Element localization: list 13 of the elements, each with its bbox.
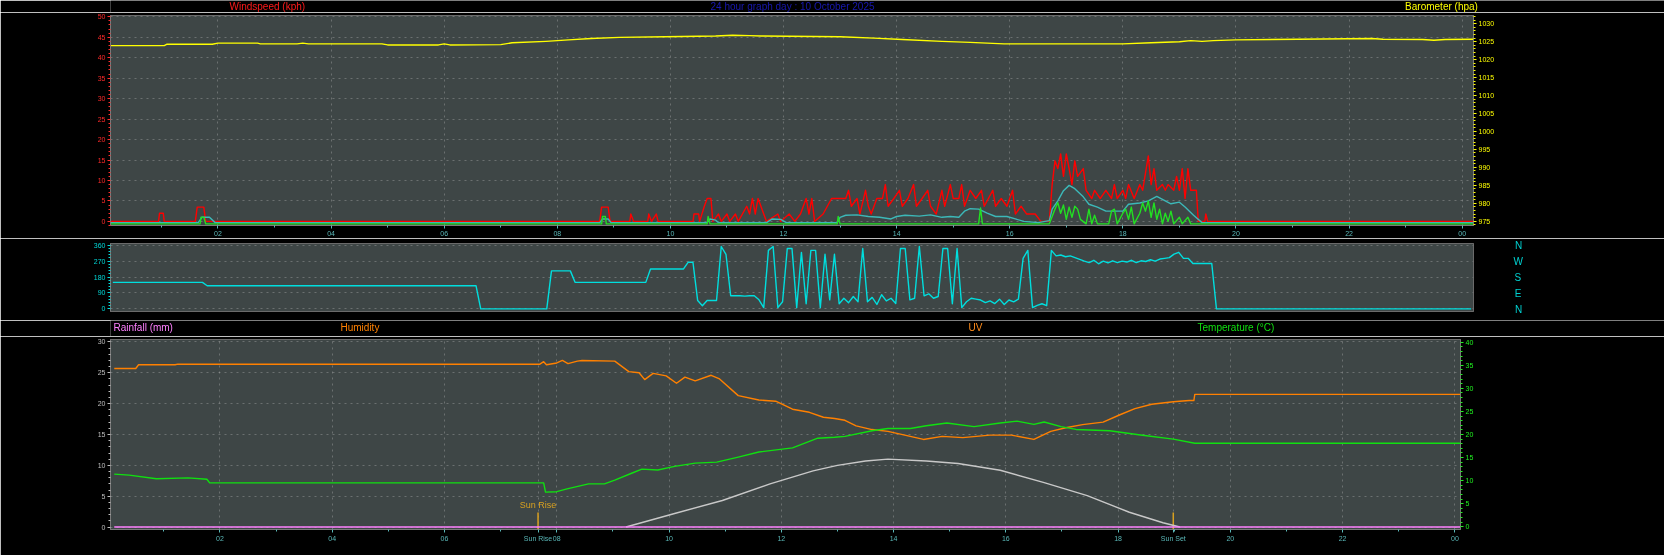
text: S <box>1514 271 1522 283</box>
text: Humidity <box>340 322 380 333</box>
text: N <box>1514 303 1523 315</box>
ref-line-label: Sun Rise <box>519 500 557 511</box>
text: UV <box>968 322 983 333</box>
text: N <box>1514 239 1523 251</box>
y2-axis-title: Barometer (hpa) <box>1405 1 1478 12</box>
text: W <box>1513 255 1524 267</box>
text: Temperature (°C) <box>1197 322 1275 333</box>
chart-title: 24 hour graph day : 10 October 2025 <box>710 1 875 12</box>
text: Rainfall (mm) <box>113 322 173 333</box>
y-axis-title: Windspeed (kph) <box>229 1 306 12</box>
text: E <box>1514 287 1522 299</box>
